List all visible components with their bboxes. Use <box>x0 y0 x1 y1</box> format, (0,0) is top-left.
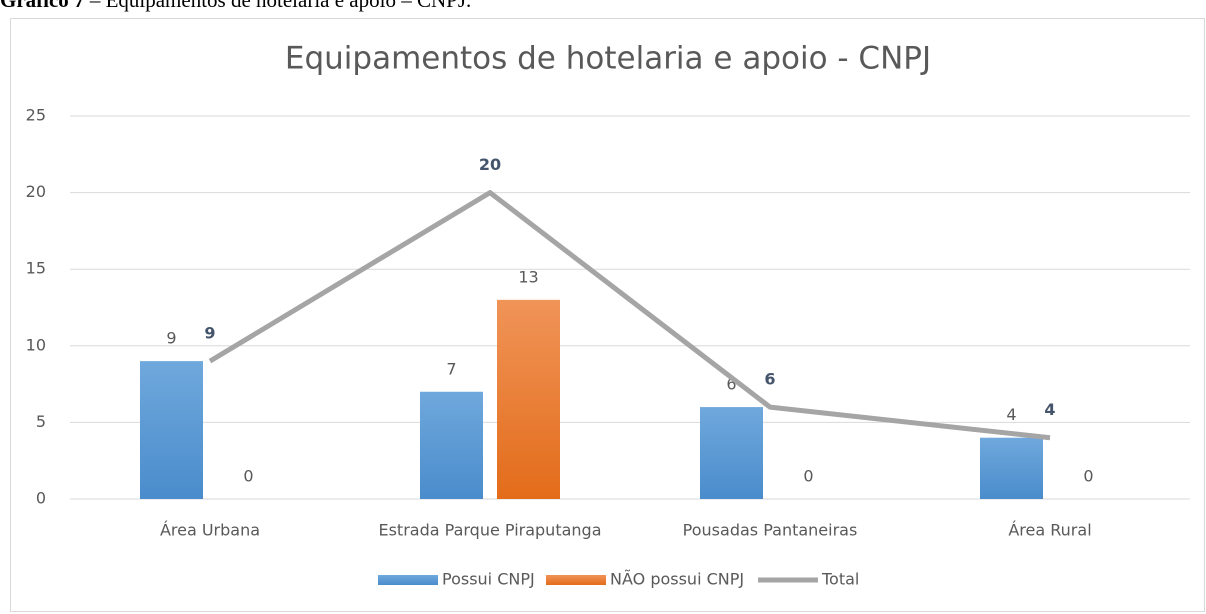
y-tick-label: 15 <box>26 259 46 278</box>
data-label: 9 <box>166 329 176 348</box>
data-label: 4 <box>1006 405 1016 424</box>
bar <box>420 391 483 499</box>
legend-label: Total <box>821 570 859 589</box>
x-tick-label: Estrada Parque Piraputanga <box>378 521 601 540</box>
line-label: 4 <box>1044 400 1055 419</box>
caption-text: – Equipamentos de hotelaria e apoio – CN… <box>89 0 471 12</box>
data-label: 0 <box>1083 467 1093 486</box>
y-tick-label: 5 <box>36 412 46 431</box>
legend-swatch <box>378 575 438 585</box>
data-label: 7 <box>446 359 456 378</box>
bar <box>980 437 1043 499</box>
bar <box>700 407 763 499</box>
chart-frame <box>10 18 1205 612</box>
y-tick-label: 0 <box>36 489 46 508</box>
data-label: 0 <box>803 467 813 486</box>
data-label: 6 <box>726 375 736 394</box>
line <box>208 190 1051 441</box>
y-tick-label: 25 <box>26 106 46 125</box>
bar <box>140 361 203 499</box>
x-tick-label: Área Urbana <box>160 521 260 540</box>
x-tick-label: Área Rural <box>1008 521 1091 540</box>
legend-swatch <box>546 575 606 585</box>
line-label: 20 <box>479 155 501 174</box>
x-tick-label: Pousadas Pantaneiras <box>683 521 858 540</box>
y-tick-label: 20 <box>26 182 46 201</box>
legend-label: Possui CNPJ <box>442 570 535 589</box>
legend-label: NÃO possui CNPJ <box>610 570 744 589</box>
caption-label: Gráfico 7 <box>0 0 85 12</box>
bar <box>497 299 560 499</box>
chart-title: Equipamentos de hotelaria e apoio - CNPJ <box>285 41 931 77</box>
data-label: 13 <box>518 267 538 286</box>
data-label: 0 <box>243 467 253 486</box>
caption: Gráfico 7 – Equipamentos de hotelaria e … <box>0 0 471 12</box>
line-label: 6 <box>764 370 775 389</box>
line-label: 9 <box>204 324 215 343</box>
y-tick-label: 10 <box>26 335 46 354</box>
